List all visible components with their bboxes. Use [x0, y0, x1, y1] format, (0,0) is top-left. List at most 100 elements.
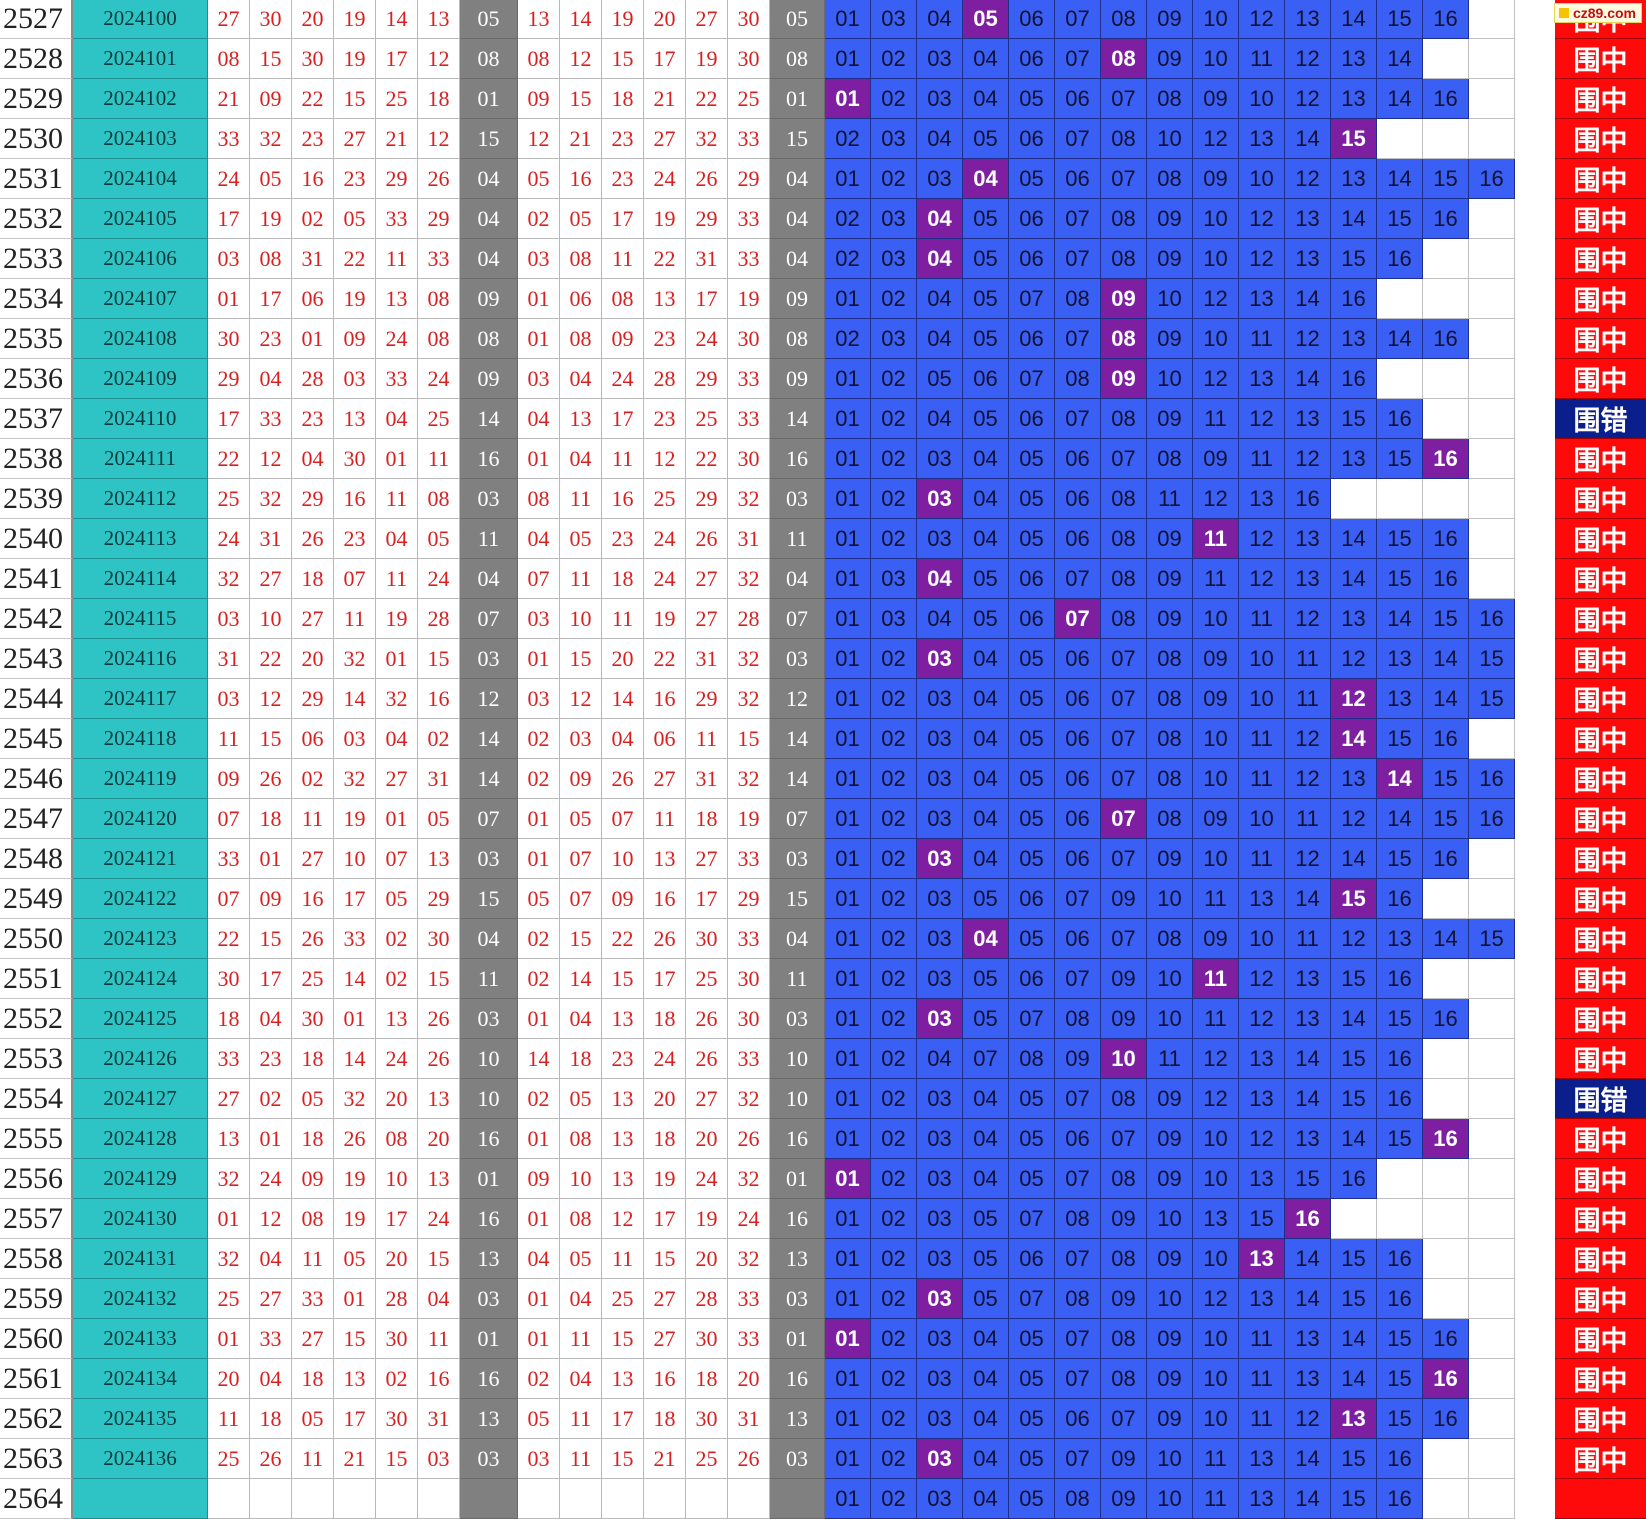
special-copy-cell[interactable]: 16 [770, 1119, 825, 1159]
draw-number-cell[interactable]: 01 [208, 1199, 250, 1239]
sorted-number-cell[interactable]: 24 [728, 1199, 770, 1239]
cover-number-cell[interactable]: 15 [1377, 719, 1423, 759]
special-number-cell[interactable]: 11 [460, 959, 518, 999]
empty-cell[interactable] [1377, 119, 1423, 159]
draw-number-cell[interactable]: 11 [292, 1439, 334, 1479]
draw-number-cell[interactable]: 15 [334, 79, 376, 119]
special-copy-cell[interactable]: 15 [770, 119, 825, 159]
cover-number-cell[interactable]: 11 [1239, 439, 1285, 479]
cover-number-cell[interactable]: 08 [1147, 679, 1193, 719]
special-copy-cell[interactable]: 03 [770, 479, 825, 519]
cover-number-cell[interactable]: 03 [917, 879, 963, 919]
draw-number-cell[interactable]: 13 [376, 279, 418, 319]
cover-number-cell[interactable]: 11 [1147, 1039, 1193, 1079]
cover-number-cell[interactable]: 04 [963, 479, 1009, 519]
cover-number-cell[interactable]: 09 [1147, 519, 1193, 559]
cover-number-cell[interactable]: 09 [1193, 919, 1239, 959]
cover-number-cell[interactable]: 13 [1285, 199, 1331, 239]
cover-number-cell[interactable]: 03 [871, 599, 917, 639]
row-number[interactable]: 2554 [0, 1079, 73, 1119]
draw-number-cell[interactable]: 15 [418, 1239, 460, 1279]
draw-number-cell[interactable]: 30 [208, 959, 250, 999]
cover-number-cell[interactable]: 14 [1285, 359, 1331, 399]
special-copy-cell[interactable]: 03 [770, 1439, 825, 1479]
cover-number-cell[interactable]: 10 [1193, 1399, 1239, 1439]
draw-number-cell[interactable]: 02 [292, 199, 334, 239]
cover-number-cell[interactable]: 15 [1423, 799, 1469, 839]
cover-number-cell[interactable]: 07 [1055, 1439, 1101, 1479]
sorted-number-cell[interactable]: 32 [728, 639, 770, 679]
sorted-number-cell[interactable]: 22 [686, 439, 728, 479]
empty-cell[interactable] [1469, 1359, 1515, 1399]
cover-number-cell[interactable]: 01 [825, 439, 871, 479]
draw-number-cell[interactable]: 09 [208, 759, 250, 799]
period-cell[interactable]: 2024121 [73, 839, 208, 879]
cover-number-cell[interactable]: 06 [1009, 39, 1055, 79]
cover-number-cell[interactable]: 12 [1331, 799, 1377, 839]
sorted-number-cell[interactable]: 26 [686, 1039, 728, 1079]
sorted-number-cell[interactable]: 24 [686, 1159, 728, 1199]
cover-number-cell[interactable]: 12 [1285, 839, 1331, 879]
cover-number-cell[interactable]: 02 [871, 879, 917, 919]
cover-number-cell[interactable]: 06 [1055, 799, 1101, 839]
sorted-number-cell[interactable]: 03 [518, 239, 560, 279]
draw-number-cell[interactable]: 18 [292, 559, 334, 599]
cover-number-cell[interactable]: 01 [825, 159, 871, 199]
cover-number-cell[interactable]: 14 [1377, 159, 1423, 199]
sorted-number-cell[interactable]: 29 [686, 359, 728, 399]
draw-number-cell[interactable]: 26 [292, 519, 334, 559]
sorted-number-cell[interactable]: 13 [602, 1119, 644, 1159]
cover-number-cell[interactable]: 03 [871, 239, 917, 279]
draw-number-cell[interactable]: 33 [376, 359, 418, 399]
cover-number-cell[interactable]: 05 [1009, 1399, 1055, 1439]
cover-number-cell[interactable]: 13 [1239, 1159, 1285, 1199]
sorted-number-cell[interactable]: 30 [728, 319, 770, 359]
draw-number-cell[interactable]: 09 [250, 79, 292, 119]
cover-number-cell[interactable]: 16 [1423, 999, 1469, 1039]
empty-cell[interactable] [1423, 1199, 1469, 1239]
sorted-number-cell[interactable]: 33 [728, 199, 770, 239]
sorted-number-cell[interactable]: 27 [644, 119, 686, 159]
period-cell[interactable]: 2024106 [73, 239, 208, 279]
sorted-number-cell[interactable]: 30 [728, 0, 770, 39]
draw-number-cell[interactable]: 11 [418, 439, 460, 479]
draw-number-cell[interactable]: 27 [250, 1279, 292, 1319]
cover-number-cell[interactable]: 05 [1009, 1439, 1055, 1479]
draw-number-cell[interactable]: 02 [376, 919, 418, 959]
sorted-number-cell[interactable]: 10 [560, 1159, 602, 1199]
cover-number-cell[interactable]: 16 [1423, 1399, 1469, 1439]
cover-number-cell[interactable]: 05 [963, 1199, 1009, 1239]
draw-number-cell[interactable]: 33 [334, 919, 376, 959]
highlighted-cover-cell[interactable]: 11 [1193, 519, 1239, 559]
cover-number-cell[interactable]: 03 [917, 159, 963, 199]
cover-number-cell[interactable]: 14 [1331, 1119, 1377, 1159]
cover-number-cell[interactable]: 13 [1285, 999, 1331, 1039]
draw-number-cell[interactable]: 16 [292, 159, 334, 199]
sorted-number-cell[interactable]: 04 [560, 1279, 602, 1319]
cover-number-cell[interactable]: 15 [1331, 399, 1377, 439]
cover-number-cell[interactable]: 11 [1239, 839, 1285, 879]
cover-number-cell[interactable]: 06 [963, 359, 1009, 399]
sorted-number-cell[interactable]: 01 [518, 839, 560, 879]
cover-number-cell[interactable]: 13 [1239, 1279, 1285, 1319]
sorted-number-cell[interactable]: 24 [644, 559, 686, 599]
cover-number-cell[interactable]: 04 [963, 719, 1009, 759]
sorted-number-cell[interactable]: 11 [602, 1239, 644, 1279]
cover-number-cell[interactable]: 12 [1285, 599, 1331, 639]
draw-number-cell[interactable]: 32 [208, 559, 250, 599]
cover-number-cell[interactable]: 07 [1055, 199, 1101, 239]
row-number[interactable]: 2542 [0, 599, 73, 639]
special-copy-cell[interactable]: 16 [770, 1359, 825, 1399]
empty-cell[interactable] [1377, 359, 1423, 399]
cover-number-cell[interactable]: 03 [917, 719, 963, 759]
cover-number-cell[interactable]: 08 [1101, 399, 1147, 439]
row-number[interactable]: 2556 [0, 1159, 73, 1199]
empty-cell[interactable] [1469, 1439, 1515, 1479]
draw-number-cell[interactable]: 29 [418, 199, 460, 239]
draw-number-cell[interactable] [334, 1479, 376, 1519]
cover-number-cell[interactable]: 10 [1147, 359, 1193, 399]
draw-number-cell[interactable] [292, 1479, 334, 1519]
highlighted-cover-cell[interactable]: 03 [917, 999, 963, 1039]
sorted-number-cell[interactable]: 01 [518, 1199, 560, 1239]
sorted-number-cell[interactable]: 33 [728, 1039, 770, 1079]
